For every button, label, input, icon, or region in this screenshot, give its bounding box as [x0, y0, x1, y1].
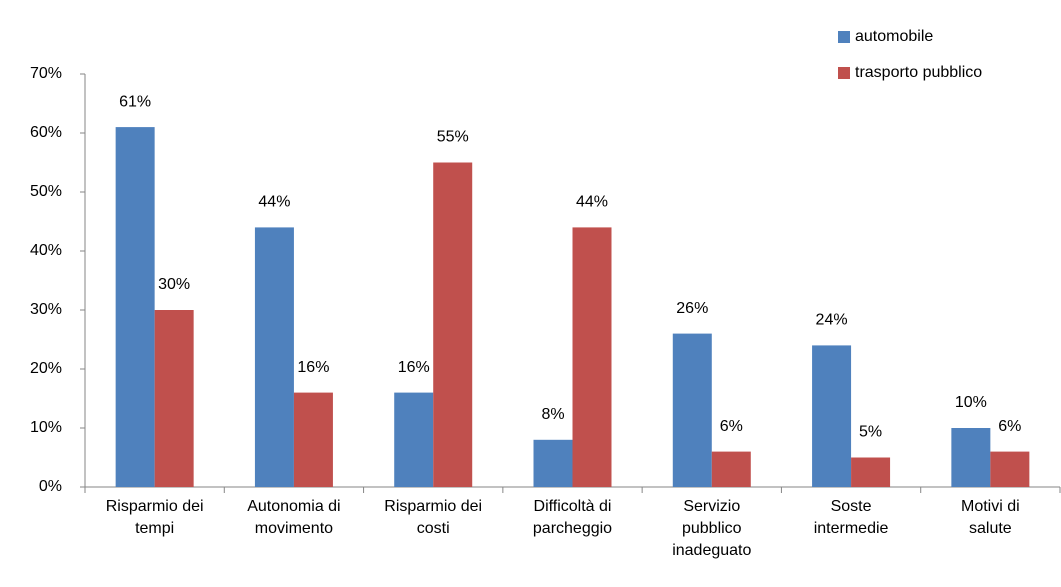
- data-label: 5%: [859, 424, 882, 441]
- data-label: 24%: [816, 312, 848, 329]
- x-tick-line: inadeguato: [672, 542, 751, 559]
- bar: [572, 227, 612, 487]
- legend-swatch: [838, 67, 850, 79]
- legend-label: trasporto pubblico: [855, 64, 982, 81]
- data-label: 61%: [119, 93, 151, 110]
- data-label: 44%: [258, 194, 290, 211]
- y-tick-label: 20%: [30, 360, 62, 377]
- x-tick-label: Risparmio dei costi: [384, 498, 482, 537]
- bar: [533, 439, 573, 487]
- data-label: 6%: [998, 418, 1021, 435]
- bar: [254, 227, 294, 487]
- data-label: 26%: [676, 300, 708, 317]
- y-tick-label: 10%: [30, 419, 62, 436]
- bar: [990, 451, 1030, 487]
- x-tick-line: Risparmio dei: [106, 498, 204, 515]
- y-tick-label: 0%: [39, 478, 62, 495]
- x-tick-line: intermedie: [814, 520, 889, 537]
- x-tick-line: tempi: [135, 520, 174, 537]
- x-tick-line: parcheggio: [533, 520, 612, 537]
- x-tick-line: Servizio: [683, 498, 740, 515]
- x-tick-line: Difficoltà di: [534, 498, 612, 515]
- x-tick-label: Difficoltà di parcheggio: [533, 498, 612, 537]
- bar: [812, 345, 852, 487]
- x-tick-label: Autonomia di movimento: [247, 498, 340, 537]
- data-label: 16%: [297, 359, 329, 376]
- x-tick-line: movimento: [255, 520, 333, 537]
- x-tick-label: Risparmio dei tempi: [106, 498, 204, 537]
- data-label: 55%: [437, 129, 469, 146]
- y-tick-label: 40%: [30, 242, 62, 259]
- legend-swatch: [838, 31, 850, 43]
- data-label: 6%: [720, 418, 743, 435]
- data-label: 30%: [158, 276, 190, 293]
- x-tick-label: Motivi di salute: [961, 498, 1020, 537]
- bar: [293, 392, 333, 487]
- bar: [115, 127, 155, 487]
- x-tick-line: Risparmio dei: [384, 498, 482, 515]
- y-tick-label: 60%: [30, 124, 62, 141]
- legend-label: automobile: [855, 28, 933, 45]
- y-tick-label: 30%: [30, 301, 62, 318]
- bar: [711, 451, 751, 487]
- y-tick-label: 50%: [30, 183, 62, 200]
- x-tick-label: Soste intermedie: [814, 498, 889, 537]
- data-label: 8%: [541, 406, 564, 423]
- bar: [433, 162, 473, 487]
- x-tick-line: pubblico: [682, 520, 742, 537]
- x-tick-line: salute: [969, 520, 1012, 537]
- y-tick-label: 70%: [30, 65, 62, 82]
- data-label: 10%: [955, 394, 987, 411]
- bar: [394, 392, 434, 487]
- x-tick-line: Motivi di: [961, 498, 1020, 515]
- data-label: 16%: [398, 359, 430, 376]
- x-tick-label: Servizio pubblico inadeguato: [672, 498, 751, 559]
- bar: [851, 457, 891, 487]
- bar: [951, 428, 991, 487]
- x-tick-line: costi: [417, 520, 450, 537]
- bar: [154, 310, 194, 487]
- bar: [672, 333, 712, 487]
- x-tick-line: Soste: [831, 498, 872, 515]
- x-tick-line: Autonomia di: [247, 498, 340, 515]
- data-label: 44%: [576, 194, 608, 211]
